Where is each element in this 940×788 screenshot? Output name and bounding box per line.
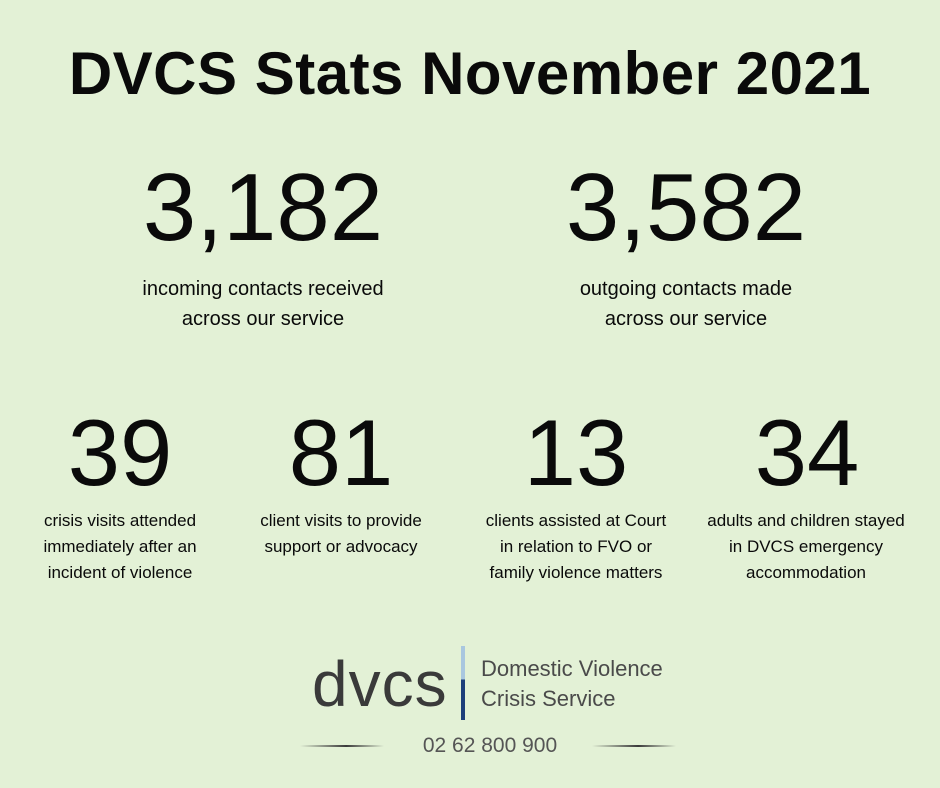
decorative-rule-right <box>592 745 676 747</box>
phone-number: 02 62 800 900 <box>422 734 558 757</box>
court-assists-caption: clients assisted at Court in relation to… <box>446 508 706 586</box>
logo-org-name-line1: Domestic Violence <box>481 656 663 681</box>
caption-line: immediately after an <box>43 537 197 556</box>
page-title: DVCS Stats November 2021 <box>68 40 872 107</box>
court-assists-value: 13 <box>523 400 629 505</box>
client-visits-caption: client visits to provide support or advo… <box>221 508 461 560</box>
caption-line: accommodation <box>745 563 866 582</box>
caption-line: adults and children stayed <box>707 511 905 530</box>
phone-row: 02 62 800 900 <box>300 728 680 764</box>
dvcs-logo: dvcs Domestic Violence Crisis Service <box>300 644 680 724</box>
caption-line: clients assisted at Court <box>485 511 667 530</box>
caption-line: across our service <box>604 308 768 330</box>
logo-org-name-line2: Crisis Service <box>481 686 616 711</box>
crisis-visits-caption: crisis visits attended immediately after… <box>0 508 240 586</box>
caption-line: incident of violence <box>47 563 193 582</box>
caption-line: family violence matters <box>489 563 663 582</box>
incoming-contacts-caption: incoming contacts received across our se… <box>103 274 423 334</box>
logo-divider-bar <box>461 646 465 720</box>
accommodation-caption: adults and children stayed in DVCS emerg… <box>672 508 940 586</box>
outgoing-contacts-value: 3,582 <box>565 154 807 261</box>
caption-line: in DVCS emergency <box>728 537 883 556</box>
caption-line: in relation to FVO or <box>499 537 653 556</box>
outgoing-contacts-caption: outgoing contacts made across our servic… <box>526 274 846 334</box>
caption-line: support or advocacy <box>264 537 418 556</box>
accommodation-value: 34 <box>754 400 860 505</box>
decorative-rule-left <box>300 745 384 747</box>
logo-wordmark: dvcs <box>312 648 448 720</box>
caption-line: outgoing contacts made <box>579 278 793 300</box>
incoming-contacts-value: 3,182 <box>142 154 384 261</box>
caption-line: client visits to provide <box>260 511 422 530</box>
caption-line: incoming contacts received <box>142 278 384 300</box>
caption-line: crisis visits attended <box>43 511 197 530</box>
caption-line: across our service <box>181 308 345 330</box>
client-visits-value: 81 <box>288 400 394 505</box>
crisis-visits-value: 39 <box>67 400 173 505</box>
